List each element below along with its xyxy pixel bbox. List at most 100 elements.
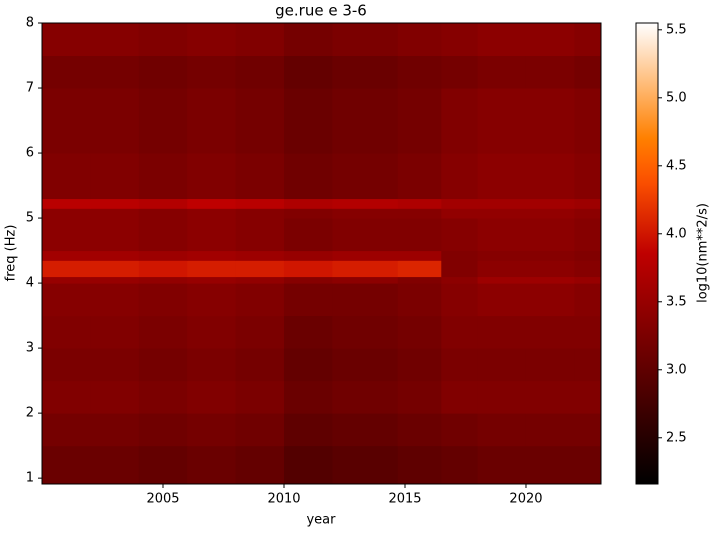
heatmap-cell (477, 445, 527, 485)
heatmap-cell (441, 276, 479, 284)
heatmap-cell (187, 348, 237, 382)
heatmap-cell (42, 315, 91, 349)
heatmap-cell (332, 198, 399, 209)
heatmap-cell (138, 445, 188, 485)
heatmap-cell (525, 250, 575, 261)
heatmap-cell (283, 198, 333, 209)
heatmap-cell (138, 250, 188, 261)
heatmap-cell (187, 55, 237, 89)
heatmap-cell (283, 23, 333, 57)
heatmap-cell (138, 315, 188, 349)
heatmap-cell (441, 348, 479, 382)
heatmap-cell (397, 380, 442, 414)
heatmap-cell (235, 315, 285, 349)
heatmap-cell (397, 198, 442, 209)
heatmap-cell (574, 250, 602, 261)
heatmap-cell (574, 208, 602, 219)
heatmap-cell (90, 208, 140, 219)
heatmap-cell (397, 153, 442, 200)
heatmap-cell (332, 380, 399, 414)
heatmap (42, 23, 602, 485)
heatmap-cell (138, 380, 188, 414)
heatmap-cell (138, 260, 188, 278)
heatmap-cell (138, 218, 188, 252)
heatmap-cell (283, 218, 333, 252)
heatmap-cell (42, 276, 91, 284)
heatmap-cell (42, 380, 91, 414)
heatmap-cell (525, 218, 575, 252)
heatmap-cell (90, 250, 140, 261)
heatmap-cell (574, 23, 602, 57)
heatmap-cell (332, 283, 399, 317)
heatmap-cell (441, 445, 479, 485)
heatmap-cell (397, 413, 442, 447)
heatmap-cell (332, 348, 399, 382)
heatmap-cell (283, 88, 333, 154)
heatmap-cell (235, 88, 285, 154)
chart-title: ge.rue e 3-6 (275, 2, 367, 20)
heatmap-cell (235, 348, 285, 382)
heatmap-cell (187, 23, 237, 57)
heatmap-cell (574, 283, 602, 317)
heatmap-cell (477, 88, 527, 154)
heatmap-cell (187, 208, 237, 219)
y-tick-label: 5 (26, 211, 34, 226)
heatmap-cell (187, 445, 237, 485)
y-tick-label: 2 (26, 406, 34, 421)
heatmap-cell (441, 153, 479, 200)
plot-frame (41, 22, 602, 485)
y-tick-label: 8 (26, 16, 34, 31)
heatmap-cell (138, 276, 188, 284)
heatmap-cell (397, 283, 442, 317)
y-tick-label: 4 (26, 276, 34, 291)
heatmap-cell (574, 413, 602, 447)
heatmap-cell (283, 55, 333, 89)
heatmap-cell (235, 23, 285, 57)
heatmap-cell (90, 276, 140, 284)
heatmap-cell (332, 208, 399, 219)
colorbar-tick-label: 3.0 (666, 362, 687, 377)
heatmap-cell (235, 260, 285, 278)
heatmap-cell (42, 283, 91, 317)
heatmap-cell (574, 260, 602, 278)
heatmap-cell (283, 445, 333, 485)
heatmap-cell (441, 23, 479, 57)
x-axis-label: year (306, 513, 336, 528)
y-tick-label: 6 (26, 146, 34, 161)
heatmap-cell (525, 315, 575, 349)
heatmap-cell (283, 413, 333, 447)
heatmap-cell (525, 260, 575, 278)
colorbar-tick-label: 5.5 (666, 22, 687, 37)
heatmap-cell (187, 283, 237, 317)
heatmap-cell (441, 218, 479, 252)
heatmap-cell (397, 260, 442, 278)
heatmap-cell (397, 348, 442, 382)
heatmap-cell (138, 88, 188, 154)
heatmap-cell (283, 276, 333, 284)
x-tick-label: 2010 (267, 492, 300, 507)
heatmap-cell (235, 153, 285, 200)
heatmap-cell (90, 380, 140, 414)
heatmap-cell (90, 153, 140, 200)
heatmap-cell (441, 208, 479, 219)
heatmap-cell (138, 348, 188, 382)
heatmap-cell (525, 23, 575, 57)
heatmap-cell (332, 23, 399, 57)
heatmap-cell (235, 250, 285, 261)
heatmap-cell (477, 208, 527, 219)
heatmap-cell (477, 153, 527, 200)
x-tick-label: 2020 (509, 492, 542, 507)
heatmap-cell (477, 198, 527, 209)
colorbar (635, 22, 659, 485)
heatmap-cell (397, 218, 442, 252)
heatmap-cell (332, 445, 399, 485)
heatmap-cell (574, 348, 602, 382)
heatmap-cell (574, 276, 602, 284)
heatmap-cell (574, 88, 602, 154)
heatmap-cell (332, 315, 399, 349)
heatmap-cell (138, 55, 188, 89)
heatmap-cell (441, 55, 479, 89)
heatmap-cell (90, 348, 140, 382)
heatmap-cell (525, 380, 575, 414)
heatmap-cell (525, 413, 575, 447)
